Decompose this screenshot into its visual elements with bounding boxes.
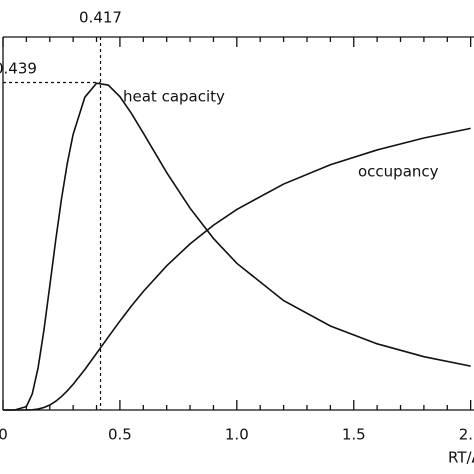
series-line [3,82,471,411]
x-axis-label: RT/ΔE [448,449,474,467]
series-label: heat capacity [123,88,225,106]
x-tick-label: 1.5 [342,426,366,444]
x-tick-label: 0.5 [108,426,132,444]
x-tick-label: 1.0 [225,426,249,444]
peak-y-label: 0.439 [0,60,37,78]
x-tick-label: 2.0 [459,426,474,444]
series-label: occupancy [358,163,439,181]
x-tick-label: 0 [0,426,8,444]
peak-x-label: 0.417 [79,9,122,27]
series-line [3,127,471,411]
